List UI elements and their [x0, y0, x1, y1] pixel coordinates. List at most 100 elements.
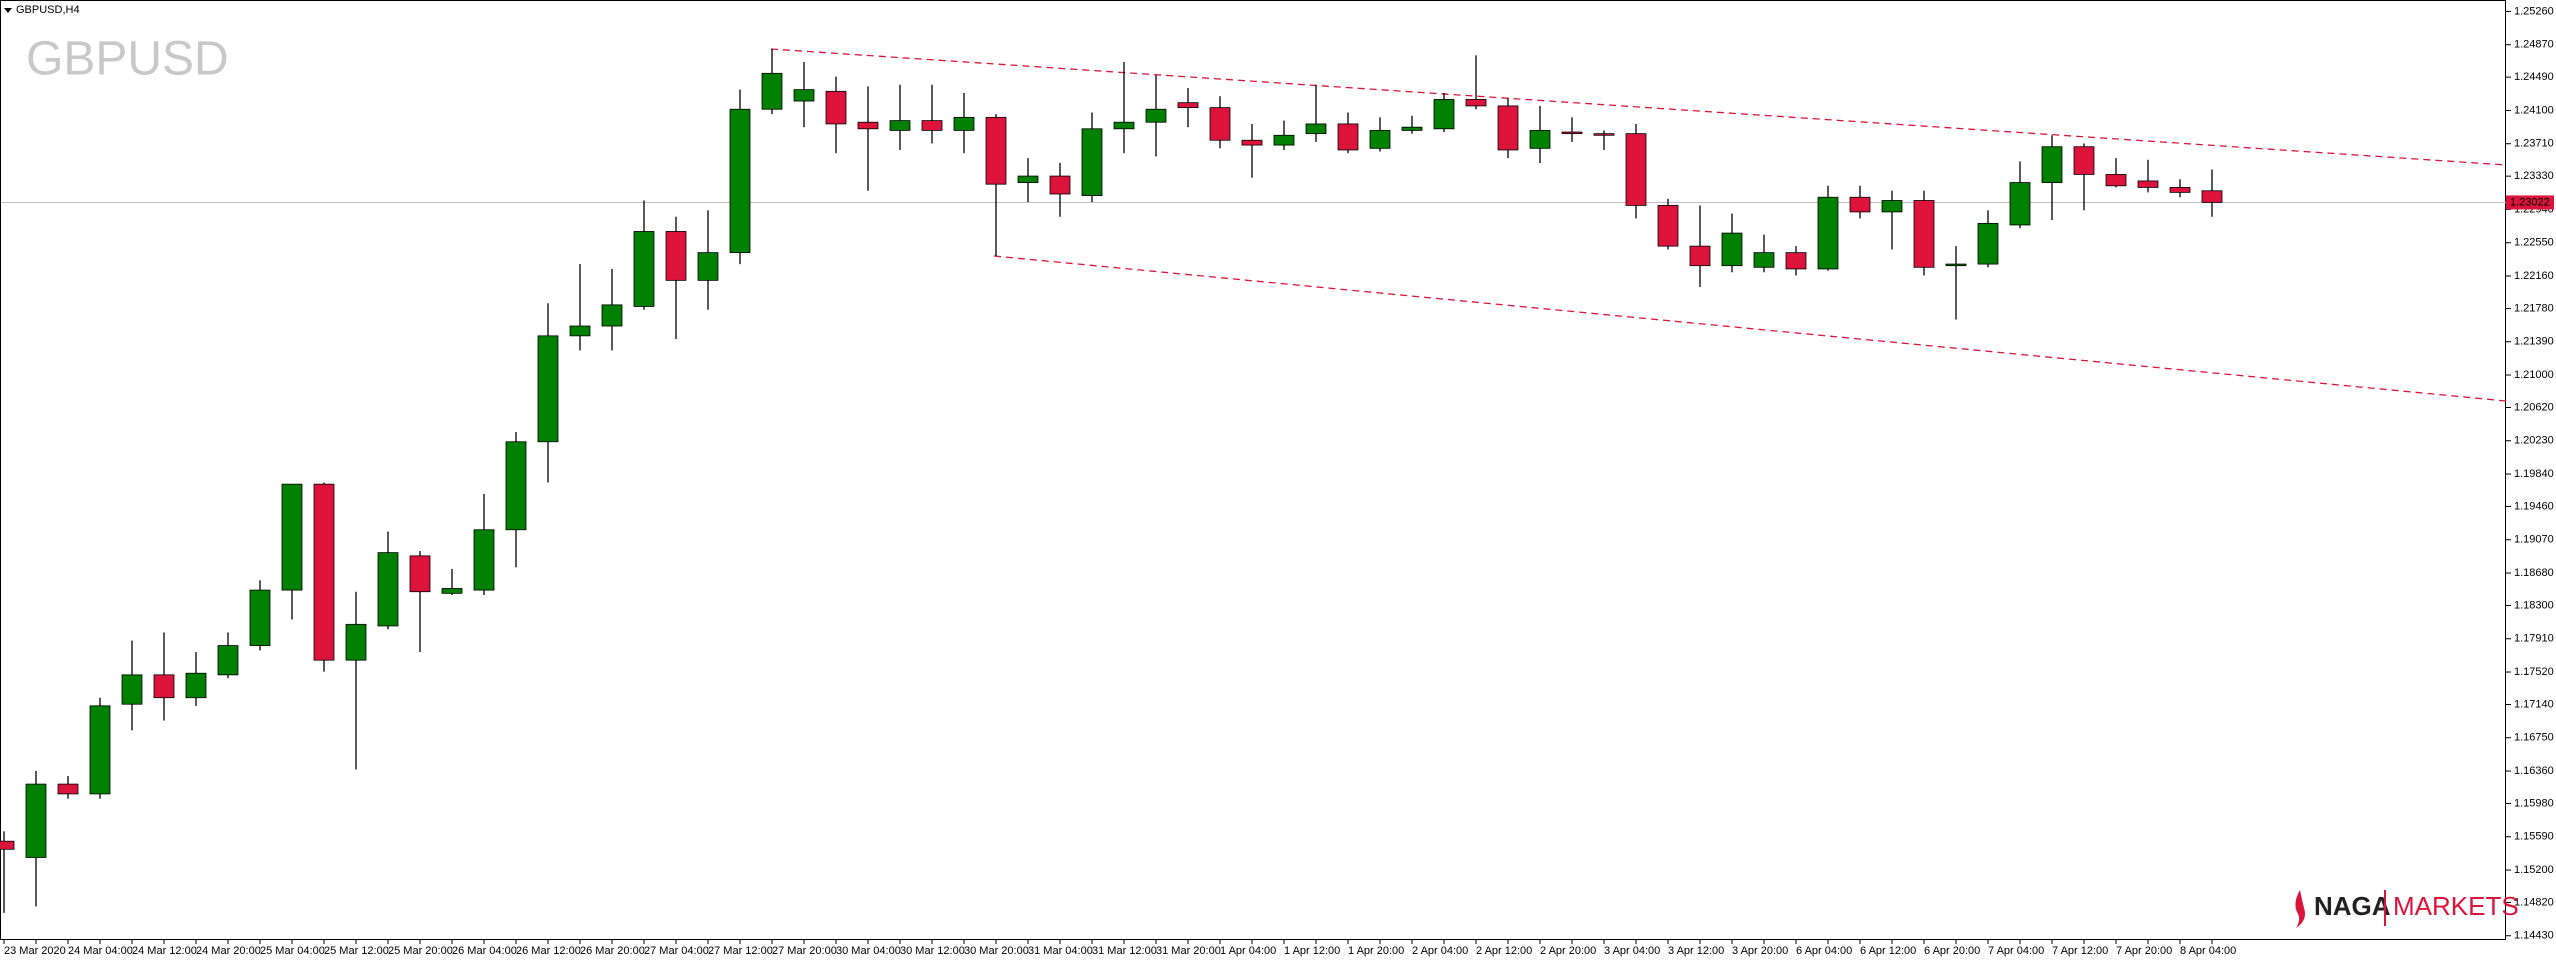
- x-tick-label: 25 Mar 12:00: [324, 945, 389, 957]
- candle: [1433, 92, 1455, 133]
- x-tick-label: 31 Mar 20:00: [1156, 945, 1221, 957]
- candle: [2009, 161, 2031, 229]
- candle-body: [601, 304, 623, 327]
- candle: [1657, 198, 1679, 250]
- candle: [409, 551, 431, 653]
- candle: [2169, 179, 2191, 198]
- x-tick-label: 27 Mar 20:00: [772, 945, 837, 957]
- y-tick-label: 1.17520: [2514, 666, 2554, 678]
- candle-body: [1977, 222, 1999, 265]
- candle: [505, 431, 527, 568]
- candle: [665, 216, 687, 340]
- y-tick-label: 1.21000: [2514, 369, 2554, 381]
- y-tick-label: 1.24870: [2514, 39, 2554, 51]
- candle: [793, 61, 815, 128]
- candle: [2201, 169, 2223, 217]
- y-tick-label: 1.15980: [2514, 797, 2554, 809]
- x-tick-label: 3 Apr 04:00: [1604, 945, 1660, 957]
- candle-body: [1593, 133, 1615, 136]
- candle: [441, 568, 463, 595]
- candle: [921, 84, 943, 144]
- candle: [1625, 123, 1647, 219]
- candle-body: [313, 483, 335, 661]
- y-tick-label: 1.19070: [2514, 534, 2554, 546]
- candle-body: [1273, 134, 1295, 146]
- chart-title: GBPUSD,H4: [16, 4, 80, 16]
- candle-body: [57, 783, 79, 795]
- candle-body: [1017, 175, 1039, 183]
- x-tick-label: 6 Apr 12:00: [1860, 945, 1916, 957]
- candle: [825, 76, 847, 154]
- y-tick-label: 1.15200: [2514, 864, 2554, 876]
- candle: [57, 775, 79, 799]
- candle: [1081, 112, 1103, 203]
- candle-body: [281, 483, 303, 591]
- candle-body: [1049, 175, 1071, 195]
- candle: [281, 483, 303, 620]
- y-tick-label: 1.22550: [2514, 237, 2554, 249]
- candle: [1945, 246, 1967, 320]
- y-tick-label: 1.24100: [2514, 104, 2554, 116]
- y-tick-label: 1.19460: [2514, 500, 2554, 512]
- candle: [729, 89, 751, 265]
- y-tick-label: 1.18680: [2514, 567, 2554, 579]
- x-tick-label: 6 Apr 20:00: [1924, 945, 1980, 957]
- candle-body: [1785, 252, 1807, 270]
- candle-body: [409, 555, 431, 593]
- candle: [1337, 112, 1359, 154]
- candle-body: [473, 529, 495, 591]
- candle-body: [0, 840, 15, 850]
- candle-body: [2105, 174, 2127, 187]
- x-tick-label: 24 Mar 12:00: [132, 945, 197, 957]
- candle: [953, 92, 975, 154]
- candle: [1881, 190, 1903, 250]
- candle: [1497, 97, 1519, 159]
- candle: [889, 84, 911, 150]
- y-tick-label: 1.21390: [2514, 336, 2554, 348]
- x-tick-label: 1 Apr 12:00: [1284, 945, 1340, 957]
- x-tick-label: 1 Apr 04:00: [1220, 945, 1276, 957]
- candle: [1113, 61, 1135, 154]
- logo-icon: [2295, 890, 2305, 928]
- candle: [25, 771, 47, 907]
- candle-body: [537, 335, 559, 443]
- y-tick-label: 1.14820: [2514, 896, 2554, 908]
- x-tick-label: 3 Apr 20:00: [1732, 945, 1788, 957]
- candle-body: [2041, 146, 2063, 183]
- x-tick-label: 8 Apr 04:00: [2180, 945, 2236, 957]
- candle: [1369, 117, 1391, 152]
- candle-body: [1721, 232, 1743, 267]
- candle-body: [217, 645, 239, 676]
- candle-body: [825, 90, 847, 125]
- y-tick-label: 1.20230: [2514, 435, 2554, 447]
- candle-body: [1657, 205, 1679, 247]
- y-tick-label: 1.20620: [2514, 401, 2554, 413]
- y-tick-label: 1.23330: [2514, 170, 2554, 182]
- candle-body: [1465, 99, 1487, 107]
- y-tick-label: 1.23710: [2514, 138, 2554, 150]
- candle-body: [729, 108, 751, 254]
- x-tick-label: 1 Apr 20:00: [1348, 945, 1404, 957]
- x-tick-label: 2 Apr 04:00: [1412, 945, 1468, 957]
- candle: [345, 591, 367, 770]
- candle-body: [377, 552, 399, 627]
- candle-body: [1113, 121, 1135, 130]
- candle-body: [793, 89, 815, 102]
- candle-body: [953, 116, 975, 131]
- y-tick-label: 1.24490: [2514, 71, 2554, 83]
- candle: [1721, 213, 1743, 273]
- candle-body: [185, 672, 207, 699]
- candle-body: [1305, 123, 1327, 135]
- x-tick-label: 30 Mar 20:00: [964, 945, 1029, 957]
- menu-arrow[interactable]: [4, 8, 12, 13]
- x-tick-label: 23 Mar 2020: [4, 945, 66, 957]
- x-tick-label: 25 Mar 04:00: [260, 945, 325, 957]
- candle-body: [1689, 245, 1711, 267]
- candle-body: [345, 623, 367, 661]
- candle: [569, 264, 591, 351]
- candle: [1305, 84, 1327, 142]
- candle: [89, 697, 111, 799]
- candle: [1145, 75, 1167, 157]
- candle-body: [2137, 180, 2159, 188]
